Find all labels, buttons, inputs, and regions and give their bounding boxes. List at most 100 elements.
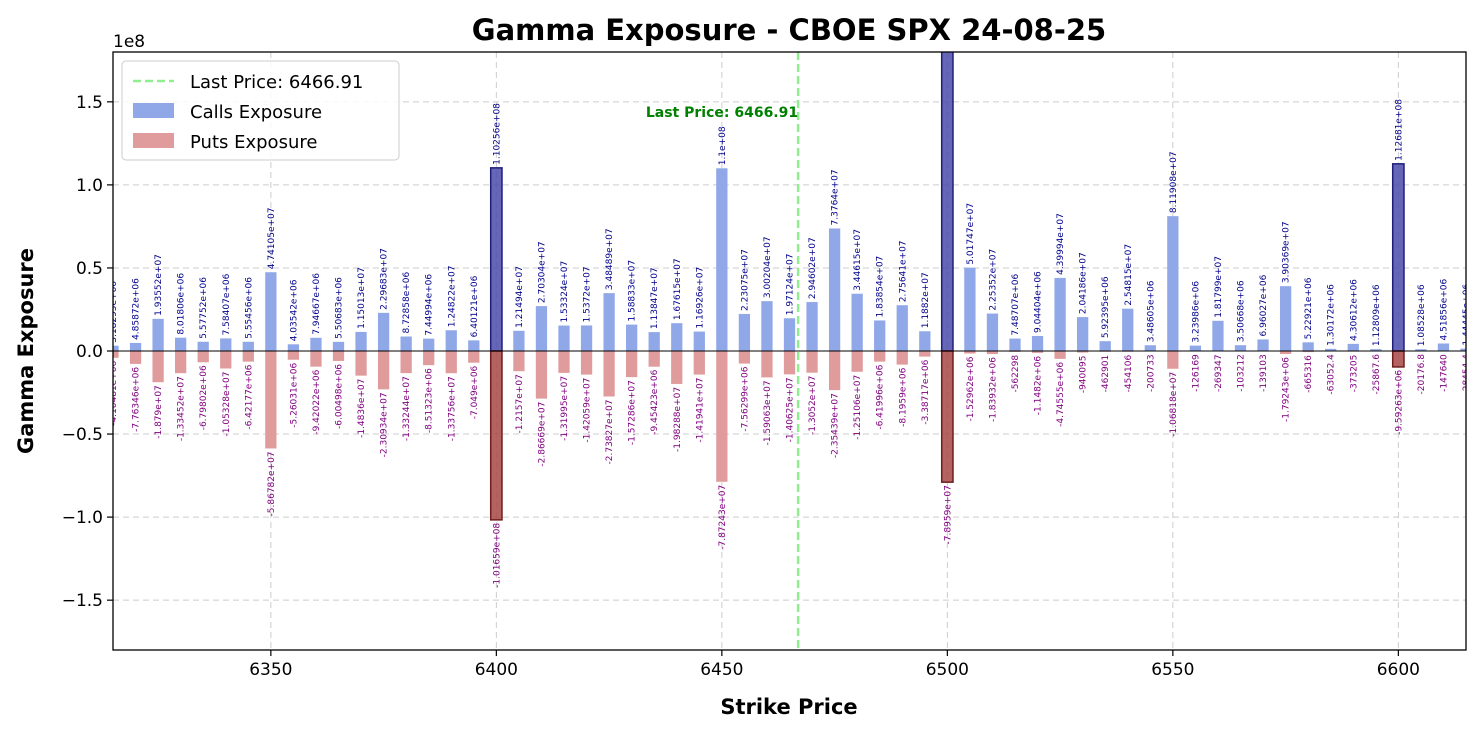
call-bar bbox=[1167, 216, 1179, 351]
call-bar bbox=[1415, 349, 1427, 351]
put-bar bbox=[113, 351, 119, 358]
call-data-label: 1.16926e+07 bbox=[695, 267, 705, 329]
call-data-label: 3.90369e+07 bbox=[1282, 221, 1292, 283]
call-bar bbox=[175, 337, 187, 351]
put-data-label: -7.56299e+06 bbox=[740, 366, 750, 431]
call-data-label: 3.18295e+06 bbox=[109, 281, 119, 343]
call-data-label: 1.15013e+07 bbox=[357, 267, 367, 329]
call-data-label: 6.96027e+06 bbox=[1259, 274, 1269, 336]
call-data-label: 7.48707e+06 bbox=[1011, 274, 1021, 336]
put-bar bbox=[648, 351, 660, 367]
put-data-label: -373205 bbox=[1349, 355, 1359, 393]
x-tick-label: 6400 bbox=[475, 660, 518, 680]
call-bar bbox=[716, 168, 728, 351]
call-bar bbox=[1212, 320, 1224, 351]
put-bar bbox=[355, 351, 367, 376]
call-bar bbox=[1009, 338, 1021, 351]
call-data-label: 1.1e+08 bbox=[718, 126, 728, 165]
y-axis-multiplier: 1e8 bbox=[113, 32, 145, 52]
legend-calls-swatch bbox=[133, 103, 174, 118]
put-data-label: -6.00498e+06 bbox=[335, 364, 345, 429]
call-data-label: 3.44615e+07 bbox=[853, 229, 863, 291]
call-bar bbox=[1189, 345, 1202, 351]
call-data-label: 4.74105e+07 bbox=[267, 207, 277, 269]
call-data-label: 7.3764e+07 bbox=[831, 169, 841, 225]
call-bar bbox=[242, 341, 254, 351]
put-data-label: -2.35439e+07 bbox=[831, 393, 841, 458]
put-data-label: -1.79243e+06 bbox=[1282, 357, 1292, 422]
put-data-label: -7.8959e+07 bbox=[943, 485, 953, 544]
call-bar bbox=[287, 344, 300, 351]
call-data-label: 4.85872e+06 bbox=[132, 278, 142, 340]
put-data-label: -665316 bbox=[1304, 355, 1314, 393]
put-data-label: -6.42177e+06 bbox=[244, 364, 254, 429]
call-data-label: 3.00204e+07 bbox=[763, 236, 773, 298]
call-bar bbox=[1122, 308, 1134, 351]
put-data-label: -1.31995e+07 bbox=[560, 376, 570, 441]
put-data-label: -562298 bbox=[1011, 355, 1021, 393]
put-data-label: -147640 bbox=[1439, 354, 1449, 392]
call-data-label: 1.5372e+07 bbox=[583, 266, 593, 322]
call-data-label: 1.10256e+08 bbox=[492, 103, 502, 165]
put-data-label: -2.86669e+07 bbox=[537, 402, 547, 467]
call-bar bbox=[129, 342, 142, 351]
put-bar bbox=[535, 351, 548, 399]
legend-box bbox=[121, 60, 400, 161]
call-data-label: 6.40121e+06 bbox=[470, 275, 480, 337]
put-data-label: -103212 bbox=[1237, 354, 1247, 392]
put-data-label: -6.79802e+06 bbox=[199, 365, 209, 430]
call-data-label: 4.03542e+06 bbox=[289, 279, 299, 341]
call-data-label: 1.83854e+07 bbox=[876, 256, 886, 318]
call-bar bbox=[1302, 342, 1314, 351]
put-data-label: -126169 bbox=[1191, 354, 1201, 392]
call-data-label: 3.23986e+06 bbox=[1191, 281, 1201, 343]
put-data-label: -20176.8 bbox=[1417, 354, 1427, 395]
put-bar bbox=[806, 351, 818, 373]
legend: Last Price: 6466.91 Calls Exposure Puts … bbox=[121, 60, 400, 161]
put-data-label: -2.73827e+07 bbox=[605, 399, 615, 464]
call-bar bbox=[332, 341, 345, 351]
put-bar bbox=[1167, 351, 1179, 369]
put-data-label: -1.57286e+07 bbox=[628, 380, 638, 445]
call-data-label: 1.93552e+07 bbox=[154, 254, 164, 316]
call-bar bbox=[783, 318, 796, 351]
put-bar bbox=[220, 351, 232, 369]
put-data-label: -462901 bbox=[1101, 355, 1111, 393]
put-bar bbox=[783, 351, 796, 375]
call-bar bbox=[1054, 277, 1066, 351]
put-bar bbox=[940, 350, 954, 483]
put-bar bbox=[828, 351, 841, 391]
call-bar bbox=[1234, 345, 1247, 351]
put-data-label: -200733 bbox=[1146, 354, 1156, 392]
legend-puts-label: Puts Exposure bbox=[190, 132, 317, 153]
call-data-label: 2.54815e+07 bbox=[1124, 244, 1134, 306]
put-data-label: -1.2157e+07 bbox=[515, 374, 525, 433]
last-price-annotation: Last Price: 6466.91 bbox=[646, 105, 798, 121]
put-bar bbox=[332, 351, 345, 361]
call-data-label: 4.30612e+06 bbox=[1349, 279, 1359, 341]
call-bar bbox=[603, 293, 615, 351]
put-bar bbox=[489, 350, 503, 521]
call-data-label: 2.75641e+07 bbox=[898, 240, 908, 302]
call-bar bbox=[896, 305, 908, 351]
put-bar bbox=[197, 351, 209, 363]
call-bar bbox=[1257, 339, 1269, 351]
call-data-label: 1.24822e+07 bbox=[447, 266, 457, 328]
legend-calls-label: Calls Exposure bbox=[190, 102, 322, 123]
call-bar bbox=[693, 331, 705, 351]
put-bar bbox=[287, 351, 300, 360]
x-tick-label: 6350 bbox=[249, 660, 292, 680]
put-data-label: -7.87243e+07 bbox=[718, 485, 728, 550]
put-data-label: -7.76346e+06 bbox=[132, 367, 142, 432]
call-data-label: 5.50683e+06 bbox=[335, 277, 345, 339]
put-data-label: -269347 bbox=[1214, 354, 1224, 392]
call-bar bbox=[355, 331, 367, 351]
put-data-label: -3.38717e+06 bbox=[921, 359, 931, 424]
call-data-label: 1.58833e+07 bbox=[628, 260, 638, 322]
call-bar bbox=[964, 267, 976, 351]
call-bar bbox=[1370, 349, 1382, 351]
call-data-label: 3.50668e+06 bbox=[1237, 280, 1247, 342]
put-bar bbox=[874, 351, 886, 362]
y-tick-label: 0.0 bbox=[76, 342, 103, 362]
call-data-label: 2.25352e+07 bbox=[988, 249, 998, 311]
